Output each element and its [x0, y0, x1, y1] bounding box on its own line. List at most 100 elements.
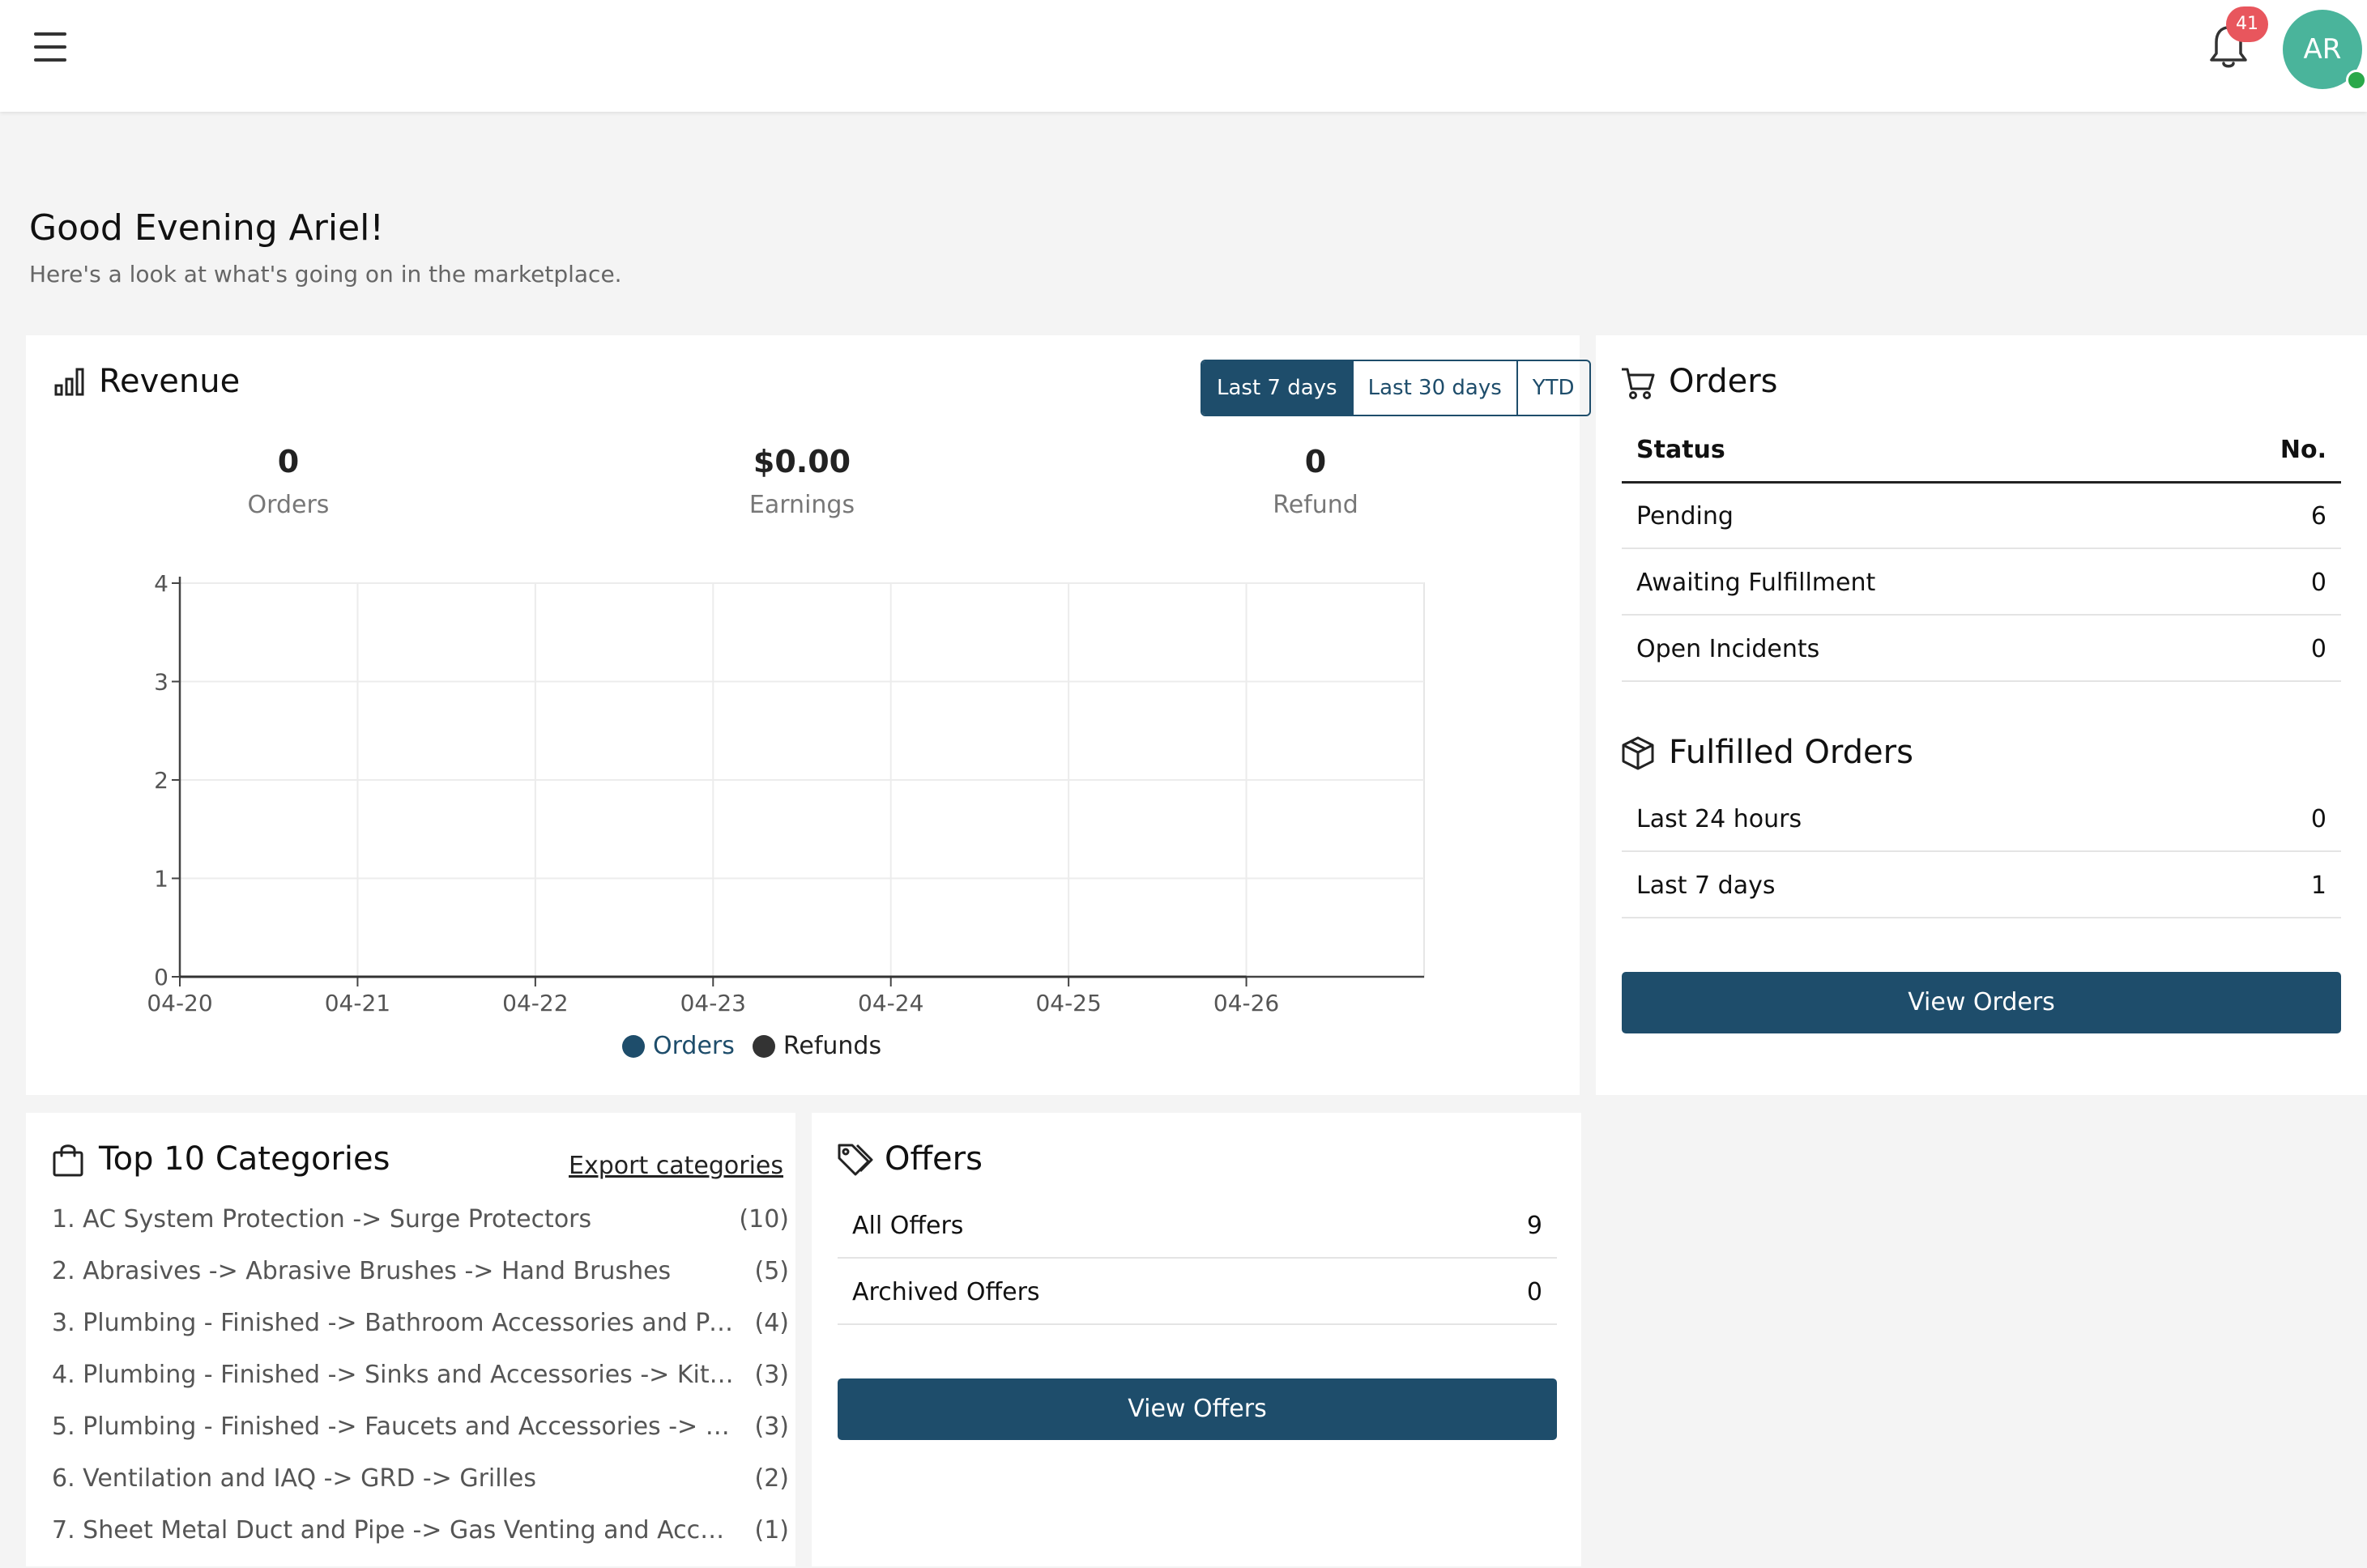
stat-orders: 0 Orders [126, 444, 450, 519]
x-tick-label: 04-22 [502, 990, 568, 1016]
legend-refunds[interactable]: Refunds [752, 1032, 882, 1060]
x-tick-label: 04-21 [325, 990, 390, 1016]
fulfilled-row-last-7-days: Last 7 days 1 [1622, 852, 2341, 918]
category-item: 5. Plumbing - Finished -> Faucets and Ac… [52, 1412, 797, 1464]
range-last-30-days[interactable]: Last 30 days [1354, 361, 1518, 415]
category-name[interactable]: 1. AC System Protection -> Surge Protect… [52, 1205, 592, 1234]
category-count: (3) [754, 1361, 790, 1389]
category-item: 6. Ventilation and IAQ -> GRD -> Grilles… [52, 1464, 797, 1516]
category-item: 4. Plumbing - Finished -> Sinks and Acce… [52, 1361, 797, 1412]
date-range-selector: Last 7 days Last 30 days YTD [1201, 360, 1591, 416]
x-tick-label: 04-23 [680, 990, 746, 1016]
offers-title: Offers [885, 1140, 983, 1178]
stat-earnings-label: Earnings [748, 491, 855, 519]
fulfilled-row-value: 0 [2310, 805, 2326, 833]
legend-orders-dot [622, 1034, 645, 1058]
top-bar: 41 AR [0, 0, 2367, 112]
category-name[interactable]: 2. Abrasives -> Abrasive Brushes -> Hand… [52, 1257, 672, 1285]
category-count: (4) [754, 1309, 790, 1337]
stat-earnings-value: $0.00 [753, 444, 851, 479]
orders-table-header: Status No. [1622, 416, 2341, 484]
greeting-subtitle: Here's a look at what's going on in the … [29, 261, 622, 288]
offers-row-all-offers: All Offers 9 [838, 1192, 1557, 1259]
category-item: 2. Abrasives -> Abrasive Brushes -> Hand… [52, 1257, 797, 1309]
y-tick-label: 2 [154, 767, 168, 794]
export-categories-link[interactable]: Export categories [569, 1152, 783, 1180]
orders-row-label: Pending [1636, 502, 1734, 530]
category-count: (3) [754, 1412, 790, 1441]
stat-refund-label: Refund [1273, 491, 1358, 519]
category-name[interactable]: 7. Sheet Metal Duct and Pipe -> Gas Vent… [52, 1516, 739, 1545]
offers-row-value: 0 [1526, 1278, 1542, 1306]
stat-refund-value: 0 [1304, 444, 1327, 479]
orders-row-awaiting-fulfillment: Awaiting Fulfillment 0 [1622, 549, 2341, 616]
offers-card: Offers All Offers 9 Archived Offers 0 Vi… [812, 1113, 1581, 1566]
stat-refund: 0 Refund [1154, 444, 1478, 519]
x-tick-label: 04-26 [1213, 990, 1279, 1016]
offers-row-label: All Offers [852, 1212, 964, 1240]
package-box-icon [1622, 736, 1654, 770]
category-count: (2) [754, 1464, 790, 1493]
range-last-7-days[interactable]: Last 7 days [1202, 361, 1354, 415]
hamburger-menu-icon[interactable] [34, 32, 68, 62]
category-name[interactable]: 3. Plumbing - Finished -> Bathroom Acces… [52, 1309, 739, 1337]
orders-row-open-incidents: Open Incidents 0 [1622, 616, 2341, 682]
category-count: (5) [754, 1257, 790, 1285]
greeting-title: Good Evening Ariel! [29, 207, 385, 249]
chart-legend: Orders Refunds [622, 1032, 881, 1060]
y-tick-label: 0 [154, 964, 168, 991]
category-count: (10) [739, 1205, 789, 1234]
legend-orders-label: Orders [653, 1032, 735, 1060]
offers-row-value: 9 [1526, 1212, 1542, 1240]
y-tick-label: 4 [154, 570, 168, 597]
range-ytd[interactable]: YTD [1532, 376, 1575, 400]
category-item: 3. Plumbing - Finished -> Bathroom Acces… [52, 1309, 797, 1361]
notification-count-badge[interactable]: 41 [2226, 6, 2268, 42]
shopping-bag-icon [53, 1144, 83, 1177]
orders-row-label: Open Incidents [1636, 635, 1820, 663]
top-categories-card: Top 10 Categories Export categories 1. A… [26, 1113, 795, 1566]
view-offers-button[interactable]: View Offers [838, 1378, 1557, 1440]
offers-row-archived-offers: Archived Offers 0 [838, 1259, 1557, 1325]
orders-card: Orders Status No. Pending 6 Awaiting Ful… [1596, 335, 2367, 1095]
y-tick-label: 1 [154, 866, 168, 893]
x-tick-label: 04-20 [147, 990, 212, 1016]
top-categories-title: Top 10 Categories [99, 1140, 390, 1178]
online-status-dot [2346, 70, 2367, 91]
view-orders-button[interactable]: View Orders [1622, 972, 2341, 1033]
fulfilled-row-last-24-hours: Last 24 hours 0 [1622, 786, 2341, 852]
shopping-cart-icon [1622, 368, 1655, 399]
category-name[interactable]: 5. Plumbing - Finished -> Faucets and Ac… [52, 1412, 739, 1441]
y-tick-label: 3 [154, 669, 168, 696]
fulfilled-row-value: 1 [2310, 871, 2326, 900]
orders-title: Orders [1669, 363, 1778, 400]
orders-row-value: 6 [2310, 502, 2326, 530]
legend-refunds-label: Refunds [783, 1032, 882, 1060]
orders-row-value: 0 [2310, 569, 2326, 597]
stat-earnings: $0.00 Earnings [640, 444, 964, 519]
stat-orders-value: 0 [277, 444, 300, 479]
fulfilled-row-label: Last 7 days [1636, 871, 1776, 900]
status-column-header: Status [1636, 436, 1725, 464]
revenue-chart: 0 1 2 3 4 04-20 04-21 04-22 04-23 04-24 04-25 04-26 [147, 570, 1425, 1016]
orders-row-label: Awaiting Fulfillment [1636, 569, 1876, 597]
price-tags-icon [838, 1144, 873, 1176]
revenue-card: Revenue Last 7 days Last 30 days YTD 0 O… [26, 335, 1591, 1095]
orders-row-pending: Pending 6 [1622, 483, 2341, 549]
category-item: 7. Sheet Metal Duct and Pipe -> Gas Vent… [52, 1516, 797, 1568]
legend-orders[interactable]: Orders [622, 1032, 735, 1060]
bar-chart-icon [54, 368, 84, 396]
legend-refunds-dot [752, 1034, 775, 1058]
x-tick-label: 04-25 [1035, 990, 1101, 1016]
x-tick-label: 04-24 [858, 990, 923, 1016]
user-avatar[interactable]: AR [2283, 10, 2362, 89]
category-name[interactable]: 4. Plumbing - Finished -> Sinks and Acce… [52, 1361, 739, 1389]
stat-orders-label: Orders [247, 491, 330, 519]
category-name[interactable]: 6. Ventilation and IAQ -> GRD -> Grilles [52, 1464, 537, 1493]
revenue-title: Revenue [99, 363, 241, 400]
orders-row-value: 0 [2310, 635, 2326, 663]
category-item: 1. AC System Protection -> Surge Protect… [52, 1205, 797, 1257]
count-column-header: No. [2280, 436, 2326, 464]
fulfilled-row-label: Last 24 hours [1636, 805, 1802, 833]
fulfilled-orders-title: Fulfilled Orders [1669, 734, 1913, 771]
